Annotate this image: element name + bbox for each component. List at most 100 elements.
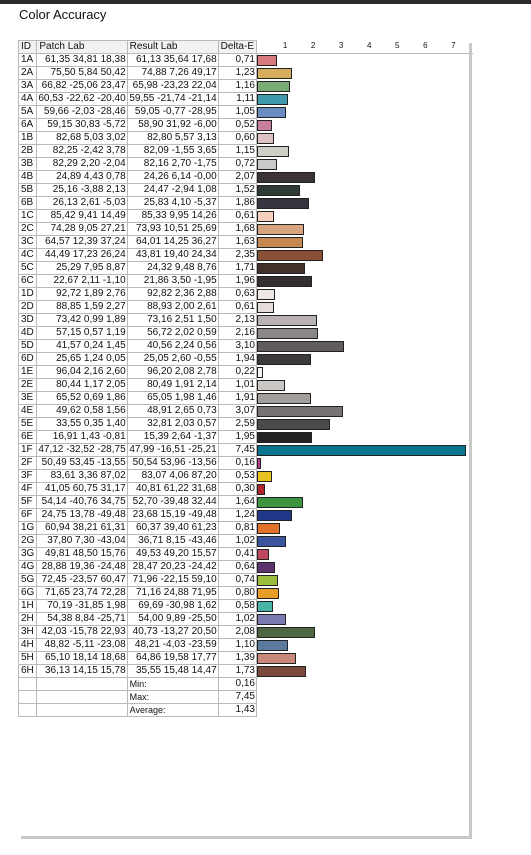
bar-cell <box>256 287 473 301</box>
patch-lab: 60,53 -22,62 -20,40 <box>36 92 128 106</box>
result-lab: 24,47 -2,94 1,08 <box>126 183 219 197</box>
x-tick-label: 6 <box>423 40 428 50</box>
table-row: 6A 59,15 30,83 -5,72 58,90 31,92 -6,00 0,52 <box>17 118 473 132</box>
result-lab: 65,98 -23,23 22,04 <box>126 79 219 93</box>
delta-e-bar <box>257 236 303 248</box>
bar-cell <box>256 534 473 548</box>
delta-e-bar <box>257 119 272 131</box>
delta-e-value: 3,07 <box>217 404 258 418</box>
row-id: 4D <box>17 326 38 340</box>
delta-e-bar <box>257 496 303 508</box>
delta-e-value: 2,13 <box>217 313 258 327</box>
summary-empty <box>36 690 128 704</box>
row-id: 6G <box>17 586 38 600</box>
page-title: Color Accuracy <box>19 7 107 22</box>
table-row: 3E 65,52 0,69 1,86 65,05 1,98 1,46 1,91 <box>17 391 473 405</box>
table-row: 1E 96,04 2,16 2,60 96,20 2,08 2,78 0,22 <box>17 365 473 379</box>
patch-lab: 96,04 2,16 2,60 <box>36 365 128 379</box>
bar-cell <box>256 248 473 262</box>
row-id: 3A <box>17 79 38 93</box>
result-lab: 24,26 6,14 -0,00 <box>126 170 219 184</box>
delta-e-value: 0,63 <box>217 287 258 301</box>
bar-cell <box>256 378 473 392</box>
delta-e-value: 1,95 <box>217 430 258 444</box>
result-lab: 36,71 8,15 -43,46 <box>126 534 219 548</box>
result-lab: 24,32 9,48 8,76 <box>126 261 219 275</box>
result-lab: 50,54 53,96 -13,56 <box>126 456 219 470</box>
row-id: 1D <box>17 287 38 301</box>
header-id: ID <box>17 40 38 54</box>
bar-cell <box>256 391 473 405</box>
header-result-lab: Result Lab <box>126 40 219 54</box>
table-row: 6F 24,75 13,78 -49,48 23,68 15,19 -49,48 1,… <box>17 508 473 522</box>
x-tick-label: 3 <box>338 40 344 50</box>
patch-lab: 85,42 9,41 14,49 <box>36 209 128 223</box>
summary-value: 1,43 <box>217 703 258 717</box>
delta-e-bar <box>257 587 280 599</box>
patch-lab: 64,57 12,39 37,24 <box>36 235 128 249</box>
summary-row: Max: 7,45 <box>17 690 473 704</box>
result-lab: 58,90 31,92 -6,00 <box>126 118 219 132</box>
bar-cell <box>256 352 473 366</box>
delta-e-value: 2,35 <box>217 248 258 262</box>
delta-e-value: 1,16 <box>217 79 258 93</box>
row-id: 3B <box>17 157 38 171</box>
bar-cell <box>256 157 473 171</box>
delta-e-bar <box>257 171 316 183</box>
table-row: 6C 22,67 2,11 -1,10 21,86 3,50 -1,95 1,96 <box>17 274 473 288</box>
header-delta-e: Delta-E <box>217 40 258 54</box>
delta-e-bar <box>257 210 275 222</box>
delta-e-value: 1,71 <box>217 261 258 275</box>
table-row: 3D 73,42 0,99 1,89 73,16 2,51 1,50 2,13 <box>17 313 473 327</box>
row-id: 5H <box>17 651 38 665</box>
table-row: 2B 82,25 -2,42 3,78 82,09 -1,55 3,65 1,15 <box>17 144 473 158</box>
bar-cell <box>256 456 473 470</box>
patch-lab: 41,57 0,24 1,45 <box>36 339 128 353</box>
bar-cell <box>256 638 473 652</box>
result-lab: 82,80 5,57 3,13 <box>126 131 219 145</box>
result-lab: 88,93 2,00 2,61 <box>126 300 219 314</box>
delta-e-bar <box>257 444 466 456</box>
table-row: 1G 60,94 38,21 61,31 60,37 39,40 61,23 0,81 <box>17 521 473 535</box>
row-id: 4E <box>17 404 38 418</box>
row-id: 2F <box>17 456 38 470</box>
table-row: 1D 92,72 1,89 2,76 92,82 2,36 2,88 0,63 <box>17 287 473 301</box>
table-row: 5F 54,14 -40,76 34,75 52,70 -39,48 32,44 1,… <box>17 495 473 509</box>
delta-e-bar <box>257 301 275 313</box>
delta-e-value: 1,05 <box>217 105 258 119</box>
delta-e-value: 0,74 <box>217 573 258 587</box>
delta-e-value: 0,60 <box>217 131 258 145</box>
table-row: 5H 65,10 18,14 18,68 64,86 19,58 17,77 1,39 <box>17 651 473 665</box>
result-lab: 64,01 14,25 36,27 <box>126 235 219 249</box>
delta-e-bar <box>257 535 286 547</box>
row-id: 2D <box>17 300 38 314</box>
patch-lab: 42,03 -15,78 22,93 <box>36 625 128 639</box>
table-row: 5G 72,45 -23,57 60,47 71,96 -22,15 59,10 0,… <box>17 573 473 587</box>
row-id: 1G <box>17 521 38 535</box>
patch-lab: 54,14 -40,76 34,75 <box>36 495 128 509</box>
summary-empty <box>17 690 38 704</box>
result-lab: 32,81 2,03 0,57 <box>126 417 219 431</box>
patch-lab: 82,68 5,03 3,02 <box>36 131 128 145</box>
patch-lab: 92,72 1,89 2,76 <box>36 287 128 301</box>
result-lab: 15,39 2,64 -1,37 <box>126 430 219 444</box>
table-row: 6B 26,13 2,61 -5,03 25,83 4,10 -5,37 1,86 <box>17 196 473 210</box>
row-id: 6H <box>17 664 38 678</box>
delta-e-bar <box>257 626 316 638</box>
bar-cell <box>256 417 473 431</box>
bar-cell <box>256 651 473 665</box>
result-lab: 61,13 35,64 17,68 <box>126 53 219 67</box>
patch-lab: 24,89 4,43 0,78 <box>36 170 128 184</box>
table-row: 3H 42,03 -15,78 22,93 40,73 -13,27 20,50 2,… <box>17 625 473 639</box>
table-shadow-bottom <box>21 836 472 839</box>
delta-e-bar <box>257 80 290 92</box>
result-lab: 69,69 -30,98 1,62 <box>126 599 219 613</box>
table-row: 4F 41,05 60,75 31,17 40,81 61,22 31,68 0,30 <box>17 482 473 496</box>
result-lab: 25,83 4,10 -5,37 <box>126 196 219 210</box>
delta-e-value: 1,63 <box>217 235 258 249</box>
bar-cell <box>256 495 473 509</box>
x-axis-ticks: 1 2 3 4 5 6 7 <box>256 40 473 54</box>
row-id: 4G <box>17 560 38 574</box>
table-row: 1B 82,68 5,03 3,02 82,80 5,57 3,13 0,60 <box>17 131 473 145</box>
delta-e-value: 1,94 <box>217 352 258 366</box>
